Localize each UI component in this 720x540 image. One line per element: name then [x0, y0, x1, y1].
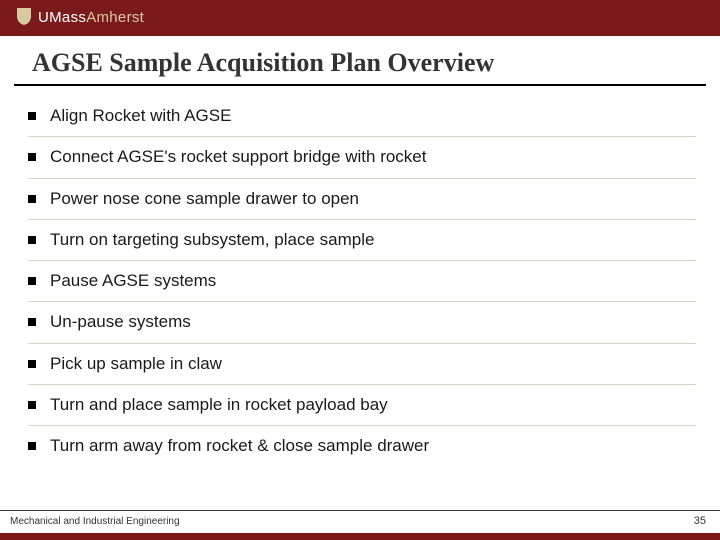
square-bullet-icon	[28, 195, 36, 203]
logo-u: U	[38, 9, 49, 26]
bullet-text: Un-pause systems	[50, 311, 191, 332]
slide-footer: Mechanical and Industrial Engineering 35	[0, 510, 720, 540]
brand-header-bar: UMassAmherst	[0, 0, 720, 36]
footer-department: Mechanical and Industrial Engineering	[10, 516, 180, 527]
list-item: Turn and place sample in rocket payload …	[28, 385, 696, 426]
logo-amherst: Amherst	[86, 9, 144, 26]
shield-icon	[16, 7, 32, 29]
square-bullet-icon	[28, 442, 36, 450]
list-item: Align Rocket with AGSE	[28, 96, 696, 137]
bullet-text: Turn arm away from rocket & close sample…	[50, 435, 429, 456]
umass-logo: UMassAmherst	[16, 7, 144, 29]
bullet-list: Align Rocket with AGSE Connect AGSE's ro…	[0, 90, 720, 466]
square-bullet-icon	[28, 112, 36, 120]
bullet-text: Pause AGSE systems	[50, 270, 216, 291]
square-bullet-icon	[28, 401, 36, 409]
bullet-text: Pick up sample in claw	[50, 353, 222, 374]
footer-accent-strip	[0, 533, 720, 540]
list-item: Pick up sample in claw	[28, 344, 696, 385]
list-item: Turn arm away from rocket & close sample…	[28, 426, 696, 466]
bullet-text: Connect AGSE's rocket support bridge wit…	[50, 146, 426, 167]
logo-mass: Mass	[49, 9, 86, 26]
slide-title: AGSE Sample Acquisition Plan Overview	[14, 36, 706, 86]
list-item: Pause AGSE systems	[28, 261, 696, 302]
bullet-text: Align Rocket with AGSE	[50, 105, 231, 126]
bullet-text: Power nose cone sample drawer to open	[50, 188, 359, 209]
square-bullet-icon	[28, 153, 36, 161]
square-bullet-icon	[28, 318, 36, 326]
square-bullet-icon	[28, 277, 36, 285]
list-item: Power nose cone sample drawer to open	[28, 179, 696, 220]
slide-number: 35	[694, 515, 706, 527]
bullet-text: Turn on targeting subsystem, place sampl…	[50, 229, 374, 250]
list-item: Un-pause systems	[28, 302, 696, 343]
list-item: Connect AGSE's rocket support bridge wit…	[28, 137, 696, 178]
square-bullet-icon	[28, 360, 36, 368]
square-bullet-icon	[28, 236, 36, 244]
bullet-text: Turn and place sample in rocket payload …	[50, 394, 388, 415]
list-item: Turn on targeting subsystem, place sampl…	[28, 220, 696, 261]
